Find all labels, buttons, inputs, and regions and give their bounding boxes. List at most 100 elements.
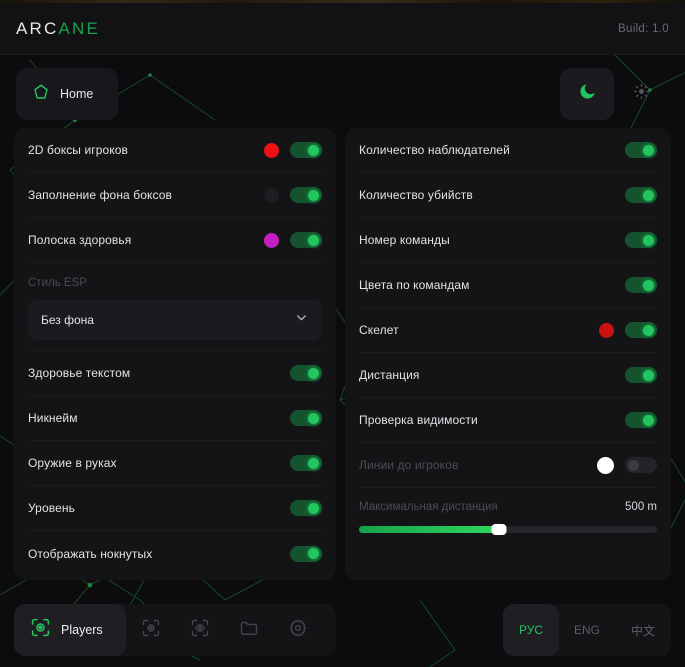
setting-controls xyxy=(625,232,657,248)
eye-scan-icon xyxy=(141,618,161,643)
setting-label: Заполнение фона боксов xyxy=(28,188,172,202)
setting-toggle[interactable] xyxy=(290,365,322,381)
setting-controls xyxy=(290,410,322,426)
setting-controls xyxy=(290,545,322,562)
folder-icon xyxy=(239,618,259,643)
setting-label: Уровень xyxy=(28,501,75,515)
eye-target-icon xyxy=(190,618,210,643)
toggle-knob xyxy=(643,324,654,336)
app-logo: ARCANE xyxy=(16,19,100,39)
setting-toggle[interactable] xyxy=(625,457,657,473)
setting-row[interactable]: Полоска здоровья xyxy=(28,218,322,263)
setting-controls xyxy=(290,500,322,516)
esp-style-select[interactable]: Без фона xyxy=(28,300,322,340)
setting-label: Оружие в руках xyxy=(28,456,117,470)
setting-toggle[interactable] xyxy=(625,277,657,293)
setting-toggle[interactable] xyxy=(625,232,657,248)
toggle-knob xyxy=(308,502,319,514)
nav-item-configs[interactable] xyxy=(224,604,273,656)
nav-item-aimbot[interactable] xyxy=(126,604,175,656)
setting-controls xyxy=(290,455,322,471)
setting-toggle[interactable] xyxy=(290,455,322,471)
setting-toggle[interactable] xyxy=(625,367,657,383)
setting-toggle[interactable] xyxy=(625,412,657,428)
setting-toggle[interactable] xyxy=(290,545,322,562)
slider-fill xyxy=(359,526,500,533)
setting-row[interactable]: Скелет xyxy=(359,308,657,353)
setting-toggle[interactable] xyxy=(625,322,657,338)
build-version-label: Build: 1.0 xyxy=(618,22,669,35)
setting-row[interactable]: Номер команды xyxy=(359,218,657,263)
gear-icon xyxy=(288,618,308,643)
setting-label: Скелет xyxy=(359,323,399,337)
slider-thumb[interactable] xyxy=(491,524,507,535)
language-switcher: РУС ENG 中文 xyxy=(503,604,671,656)
setting-row[interactable]: Заполнение фона боксов xyxy=(28,173,322,218)
toggle-knob xyxy=(643,369,654,381)
nav-item-settings[interactable] xyxy=(273,604,322,656)
setting-row[interactable]: Здоровье текстом xyxy=(28,351,322,396)
panel-esp-settings-left: 2D боксы игроков Заполнение фона боксов … xyxy=(14,128,336,580)
logo-text-primary: ARC xyxy=(16,18,59,38)
setting-row[interactable]: Никнейм xyxy=(28,396,322,441)
setting-row[interactable]: Проверка видимости xyxy=(359,398,657,443)
setting-label: 2D боксы игроков xyxy=(28,143,129,157)
language-option-chinese[interactable]: 中文 xyxy=(630,623,655,638)
toggle-knob xyxy=(308,548,319,559)
setting-row[interactable]: Цвета по командам xyxy=(359,263,657,308)
setting-toggle[interactable] xyxy=(290,187,322,203)
setting-controls xyxy=(597,456,657,474)
setting-row-disabled[interactable]: Линии до игроков xyxy=(359,443,657,488)
setting-controls xyxy=(290,365,322,381)
setting-controls xyxy=(264,187,322,203)
chevron-down-icon xyxy=(294,310,309,330)
language-option-eng[interactable]: ENG xyxy=(573,623,600,637)
toggle-knob xyxy=(308,234,319,246)
setting-toggle[interactable] xyxy=(625,142,657,158)
theme-dark-button[interactable] xyxy=(560,68,614,120)
max-distance-label: Максимальная дистанция xyxy=(359,501,498,513)
setting-label: Цвета по командам xyxy=(359,278,470,292)
tab-row: Home xyxy=(0,68,685,120)
setting-toggle[interactable] xyxy=(625,187,657,203)
setting-label: Дистанция xyxy=(359,368,420,382)
setting-controls xyxy=(264,142,322,158)
language-option-rus[interactable]: РУС xyxy=(503,604,559,656)
color-swatch[interactable] xyxy=(264,187,279,203)
nav-item-visuals[interactable] xyxy=(175,604,224,656)
esp-style-field: Стиль ESP Без фона xyxy=(28,263,322,351)
color-swatch[interactable] xyxy=(599,322,614,338)
max-distance-slider[interactable] xyxy=(359,524,657,535)
color-swatch[interactable] xyxy=(597,456,614,474)
color-swatch[interactable] xyxy=(264,232,279,248)
setting-label: Здоровье текстом xyxy=(28,366,131,380)
setting-label: Количество наблюдателей xyxy=(359,143,510,157)
theme-light-button[interactable] xyxy=(614,68,668,120)
theme-switcher xyxy=(560,68,668,120)
color-swatch[interactable] xyxy=(264,142,279,158)
tab-home[interactable]: Home xyxy=(16,68,118,120)
setting-row[interactable]: Количество наблюдателей xyxy=(359,128,657,173)
setting-controls xyxy=(625,277,657,293)
setting-label: Проверка видимости xyxy=(359,413,478,427)
toggle-knob xyxy=(308,412,319,424)
toggle-knob xyxy=(643,189,654,201)
setting-toggle[interactable] xyxy=(290,500,322,516)
setting-row[interactable]: 2D боксы игроков xyxy=(28,128,322,173)
setting-controls xyxy=(599,322,657,338)
esp-style-value: Без фона xyxy=(41,313,94,327)
setting-row[interactable]: Уровень xyxy=(28,486,322,531)
toggle-knob xyxy=(308,144,319,156)
setting-controls xyxy=(625,412,657,428)
esp-style-label: Стиль ESP xyxy=(28,277,87,289)
setting-row[interactable]: Количество убийств xyxy=(359,173,657,218)
setting-toggle[interactable] xyxy=(290,410,322,426)
setting-toggle[interactable] xyxy=(290,232,322,248)
toggle-knob xyxy=(643,234,654,246)
setting-row[interactable]: Дистанция xyxy=(359,353,657,398)
setting-row[interactable]: Оружие в руках xyxy=(28,441,322,486)
setting-toggle[interactable] xyxy=(290,142,322,158)
setting-row[interactable]: Отображать нокнутых xyxy=(28,531,322,576)
nav-item-players[interactable]: Players xyxy=(14,604,126,656)
